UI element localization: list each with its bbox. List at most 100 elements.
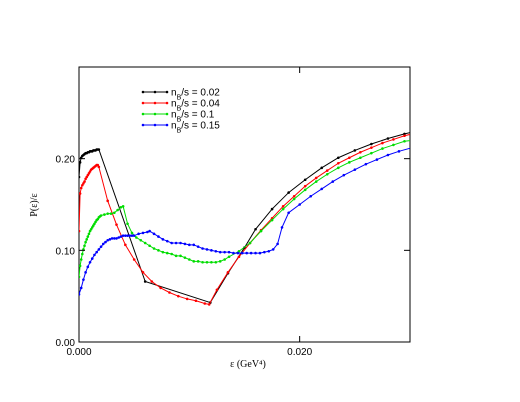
x-tick-label: 0.000 bbox=[66, 347, 91, 358]
data-point bbox=[223, 258, 226, 261]
data-point bbox=[207, 303, 211, 306]
data-point bbox=[303, 184, 307, 188]
data-point bbox=[342, 173, 346, 177]
data-point bbox=[146, 230, 149, 234]
data-point bbox=[115, 237, 118, 240]
y-tick-label: 0.20 bbox=[56, 155, 76, 166]
data-point bbox=[303, 188, 307, 192]
data-point bbox=[79, 186, 83, 190]
data-point bbox=[141, 231, 145, 235]
data-point bbox=[159, 286, 162, 290]
data-point bbox=[95, 250, 98, 254]
data-point bbox=[170, 241, 173, 245]
data-point bbox=[411, 133, 414, 136]
data-point bbox=[325, 169, 329, 172]
data-point bbox=[259, 229, 263, 233]
data-point bbox=[157, 249, 160, 252]
data-point bbox=[240, 251, 244, 255]
data-point bbox=[364, 162, 368, 166]
data-point bbox=[106, 212, 109, 215]
y-tick-label: 0.10 bbox=[56, 246, 76, 257]
data-point bbox=[276, 242, 279, 246]
data-point bbox=[403, 139, 406, 143]
data-point bbox=[130, 234, 134, 237]
data-point bbox=[303, 178, 307, 182]
data-point bbox=[148, 244, 151, 248]
series-1 bbox=[79, 133, 414, 306]
data-point bbox=[141, 271, 145, 274]
data-point bbox=[386, 153, 390, 157]
data-point bbox=[281, 205, 285, 208]
data-point bbox=[165, 239, 169, 243]
data-point bbox=[201, 260, 204, 264]
data-point bbox=[79, 175, 81, 179]
data-point bbox=[113, 237, 116, 240]
data-point bbox=[353, 168, 357, 171]
data-point bbox=[392, 143, 395, 147]
data-point bbox=[248, 241, 252, 245]
data-point bbox=[270, 207, 274, 211]
data-point bbox=[201, 247, 204, 250]
data-point bbox=[132, 258, 136, 261]
data-point bbox=[126, 234, 129, 237]
data-point bbox=[403, 134, 406, 138]
data-point bbox=[258, 251, 262, 255]
data-point bbox=[83, 180, 86, 183]
data-point bbox=[177, 294, 180, 298]
data-point bbox=[370, 146, 373, 149]
data-point bbox=[86, 235, 90, 238]
data-point bbox=[79, 192, 82, 195]
data-point bbox=[168, 291, 171, 294]
data-point bbox=[110, 237, 114, 240]
data-point bbox=[161, 250, 165, 254]
data-point bbox=[88, 260, 92, 264]
data-point bbox=[336, 166, 340, 170]
legend-label: nB/s = 0.1 bbox=[171, 110, 215, 124]
data-point bbox=[174, 254, 178, 258]
data-point bbox=[196, 260, 200, 263]
data-point bbox=[97, 248, 101, 251]
data-point bbox=[348, 161, 351, 164]
data-point bbox=[104, 240, 107, 244]
legend-marker bbox=[141, 90, 145, 94]
data-point bbox=[298, 203, 301, 206]
data-point bbox=[236, 251, 240, 255]
legend-label: nB/s = 0.15 bbox=[171, 121, 220, 135]
data-point bbox=[271, 248, 275, 251]
data-point bbox=[320, 187, 324, 191]
data-point bbox=[348, 156, 351, 160]
data-point bbox=[79, 275, 81, 279]
legend-label: nB/s = 0.04 bbox=[171, 99, 220, 113]
data-point bbox=[85, 238, 89, 241]
data-point bbox=[227, 255, 231, 259]
data-point bbox=[192, 243, 196, 247]
data-point bbox=[188, 258, 191, 261]
data-point bbox=[267, 249, 271, 253]
data-point bbox=[336, 161, 340, 165]
y-tick-label: 0.00 bbox=[56, 338, 76, 349]
data-point bbox=[161, 238, 165, 241]
data-point bbox=[99, 214, 103, 217]
data-point bbox=[117, 236, 121, 239]
data-point bbox=[81, 252, 84, 256]
data-point bbox=[331, 180, 335, 183]
data-point bbox=[79, 293, 81, 296]
data-point bbox=[203, 302, 207, 305]
legend-marker bbox=[153, 101, 157, 105]
data-point bbox=[359, 150, 362, 154]
data-point bbox=[192, 260, 196, 263]
data-point bbox=[135, 236, 138, 239]
data-point bbox=[119, 205, 123, 209]
data-point bbox=[84, 240, 87, 244]
data-point bbox=[87, 232, 91, 236]
plot-frame bbox=[78, 66, 411, 343]
data-point bbox=[152, 232, 156, 236]
data-point bbox=[115, 223, 118, 226]
data-point bbox=[205, 260, 209, 264]
data-point bbox=[375, 158, 379, 161]
data-point bbox=[227, 250, 231, 254]
data-point bbox=[403, 132, 406, 136]
data-point bbox=[292, 197, 296, 201]
data-point bbox=[124, 243, 127, 247]
data-point bbox=[309, 194, 313, 198]
